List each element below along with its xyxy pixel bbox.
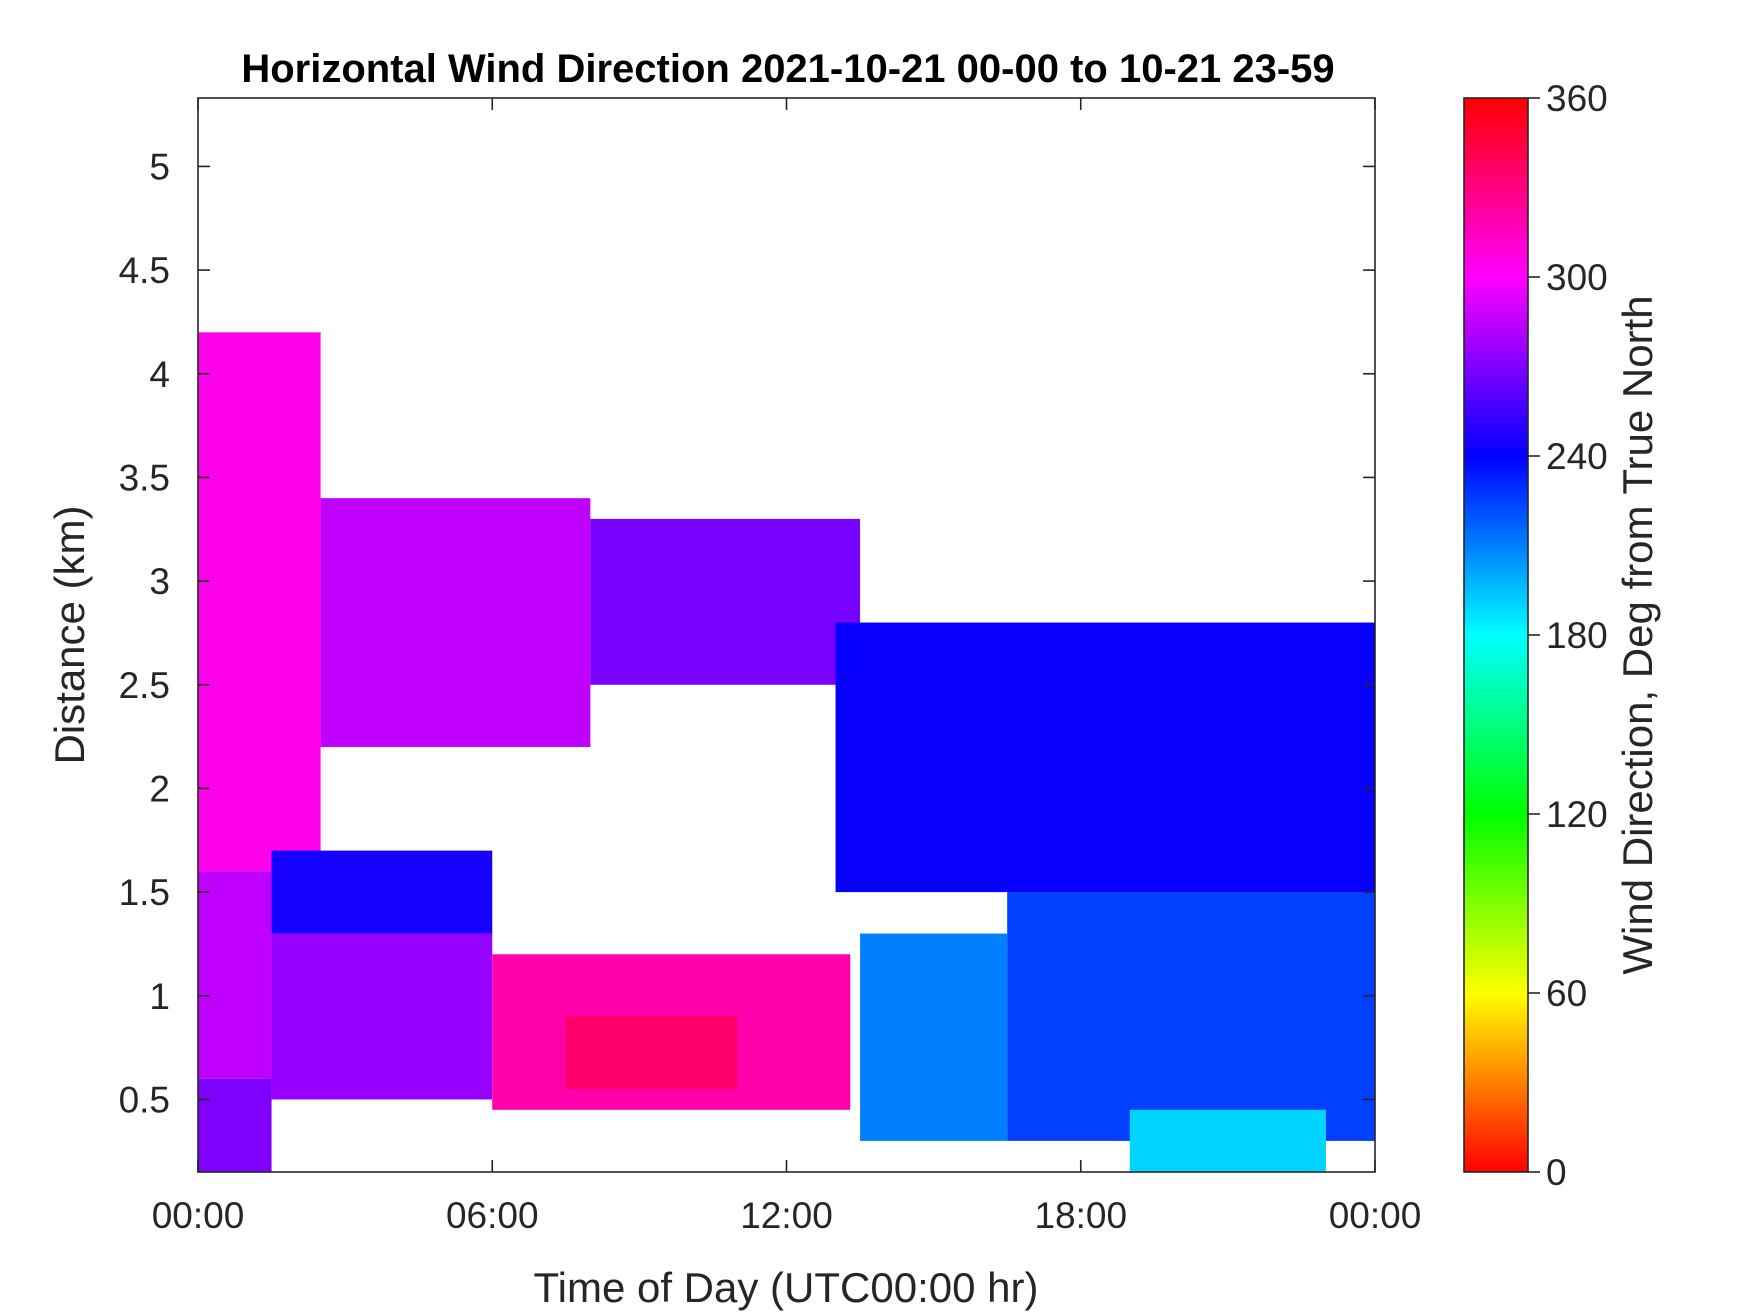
colorbar-tick-label: 360 [1546,78,1608,119]
heatmap [198,332,1375,1172]
y-tick-label: 1.5 [119,872,170,913]
x-axis: 00:00 06:00 12:00 18:00 00:00 [152,98,1422,1236]
x-axis-title: Time of Day (UTC00:00 hr) [534,1264,1039,1311]
y-tick-label: 0.5 [119,1079,170,1120]
y-axis-title: Distance (km) [46,505,93,764]
colorbar [1463,97,1529,1173]
y-tick-label: 4 [149,354,170,395]
heatmap-region-11 [1129,1109,1326,1172]
x-tick-label: 18:00 [1034,1195,1127,1236]
x-tick-label: 00:00 [152,1195,245,1236]
heatmap-region-3 [271,850,493,934]
y-tick-label: 3 [149,561,170,602]
x-tick-label: 00:00 [1329,1195,1422,1236]
y-tick-label: 2.5 [119,665,170,706]
y-tick-label: 2 [149,768,170,809]
colorbar-tick-label: 300 [1546,257,1608,298]
y-tick-label: 3.5 [119,457,170,498]
y-tick-label: 5 [149,146,170,187]
heatmap-region-10 [1007,892,1375,1141]
colorbar-tick-label: 60 [1546,973,1587,1014]
heatmap-region-4 [271,933,493,1100]
heatmap-region-8 [590,518,861,685]
y-axis: 0.5 1 1.5 2 2.5 3 3.5 4 4.5 5 [119,146,1375,1120]
colorbar-tick-label: 180 [1546,615,1608,656]
colorbar-tick-label: 120 [1546,794,1608,835]
heatmap-region-6 [565,1016,738,1090]
heatmap-region-1 [198,871,272,1079]
x-tick-label: 06:00 [446,1195,539,1236]
colorbar-tick-label: 0 [1546,1152,1567,1193]
chart-title: Horizontal Wind Direction 2021-10-21 00-… [241,47,1334,91]
colorbar-tick-label: 240 [1546,436,1608,477]
heatmap-region-9 [860,933,1008,1141]
colorbar-title: Wind Direction, Deg from True North [1614,295,1661,974]
heatmap-region-0 [198,1078,272,1172]
heatmap-region-12 [835,622,1375,893]
x-tick-label: 12:00 [740,1195,833,1236]
heatmap-region-2 [198,332,321,872]
y-tick-label: 1 [149,976,170,1017]
colorbar-ticks: 0 60 120 180 240 300 360 [1528,78,1608,1193]
y-tick-label: 4.5 [119,250,170,291]
heatmap-region-7 [320,498,591,747]
